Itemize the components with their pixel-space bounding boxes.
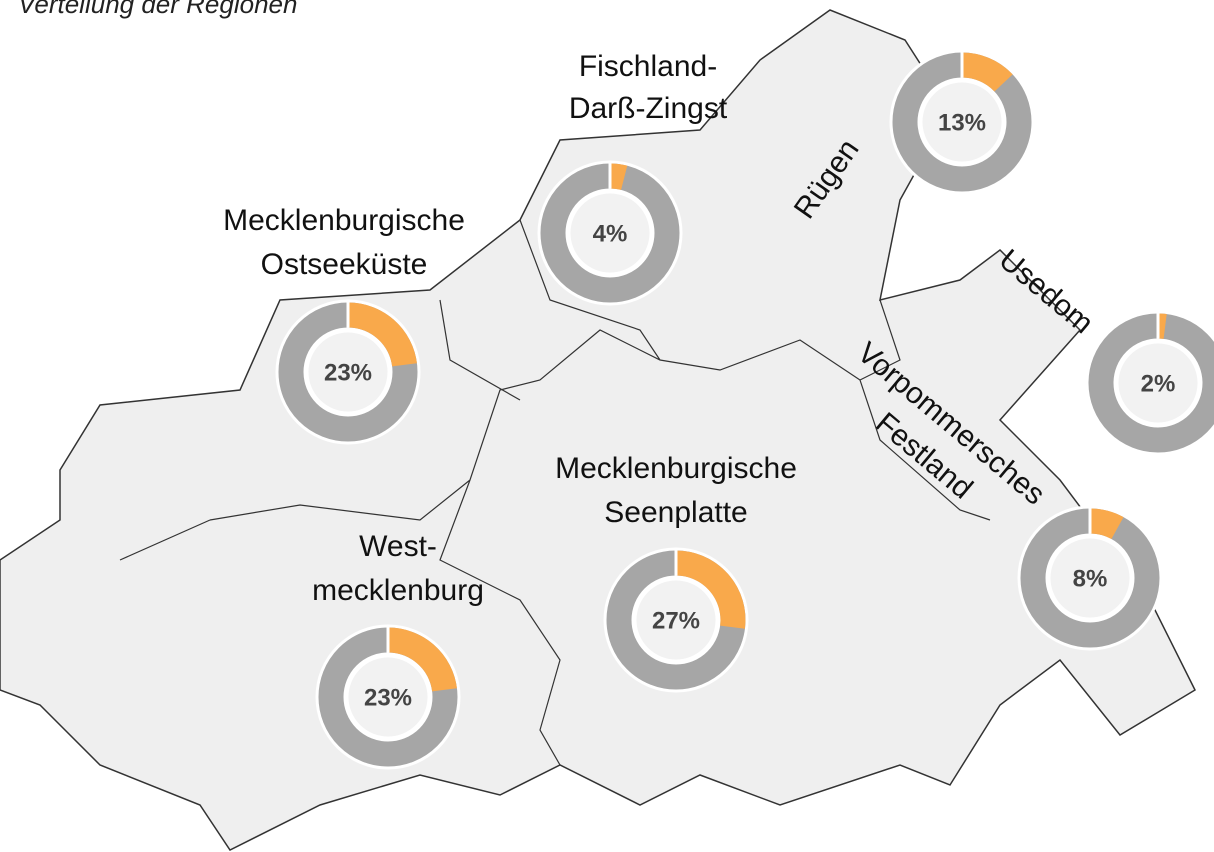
donut-hole [566, 189, 654, 277]
donut-hole [344, 653, 432, 741]
land-outline [0, 9, 1196, 851]
region-label: Fischland- Darß-Zingst [569, 50, 728, 125]
donut-share [387, 627, 457, 692]
region-name: West- [359, 530, 437, 563]
donut-share [1089, 508, 1124, 540]
donut-share [961, 52, 1013, 92]
region-name: Mecklenburgische [555, 452, 797, 485]
donut-share [609, 163, 628, 190]
region-label: Mecklenburgische Seenplatte [555, 452, 797, 529]
region-borders [119, 219, 991, 766]
donut-hole [1114, 339, 1202, 427]
region-name: Ostseeküste [261, 248, 428, 281]
donut-value-label: 2% [1141, 370, 1176, 397]
region-name: Seenplatte [604, 496, 747, 529]
region-name: mecklenburg [312, 574, 484, 607]
region-label: Mecklenburgische Ostseeküste [223, 204, 465, 281]
donut-hole [304, 328, 392, 416]
donut-value-label: 23% [364, 684, 412, 711]
donut-hole [632, 576, 720, 664]
donut-value-label: 27% [652, 607, 700, 634]
donut-share [347, 302, 417, 367]
region-name: Mecklenburgische [223, 204, 465, 237]
donut-value-label: 23% [324, 359, 372, 386]
title: Verteilung der Regionen [18, 0, 297, 19]
donut-share [675, 550, 746, 629]
donut-value-label: 8% [1073, 565, 1108, 592]
donut-hole [918, 78, 1006, 166]
donut-hole [1046, 534, 1134, 622]
donut-value-label: 13% [938, 109, 986, 136]
donut-value-label: 4% [593, 220, 628, 247]
region-label: West-mecklenburg [312, 530, 484, 607]
region-name: Darß-Zingst [569, 92, 728, 125]
region-name: Fischland- [579, 50, 717, 83]
